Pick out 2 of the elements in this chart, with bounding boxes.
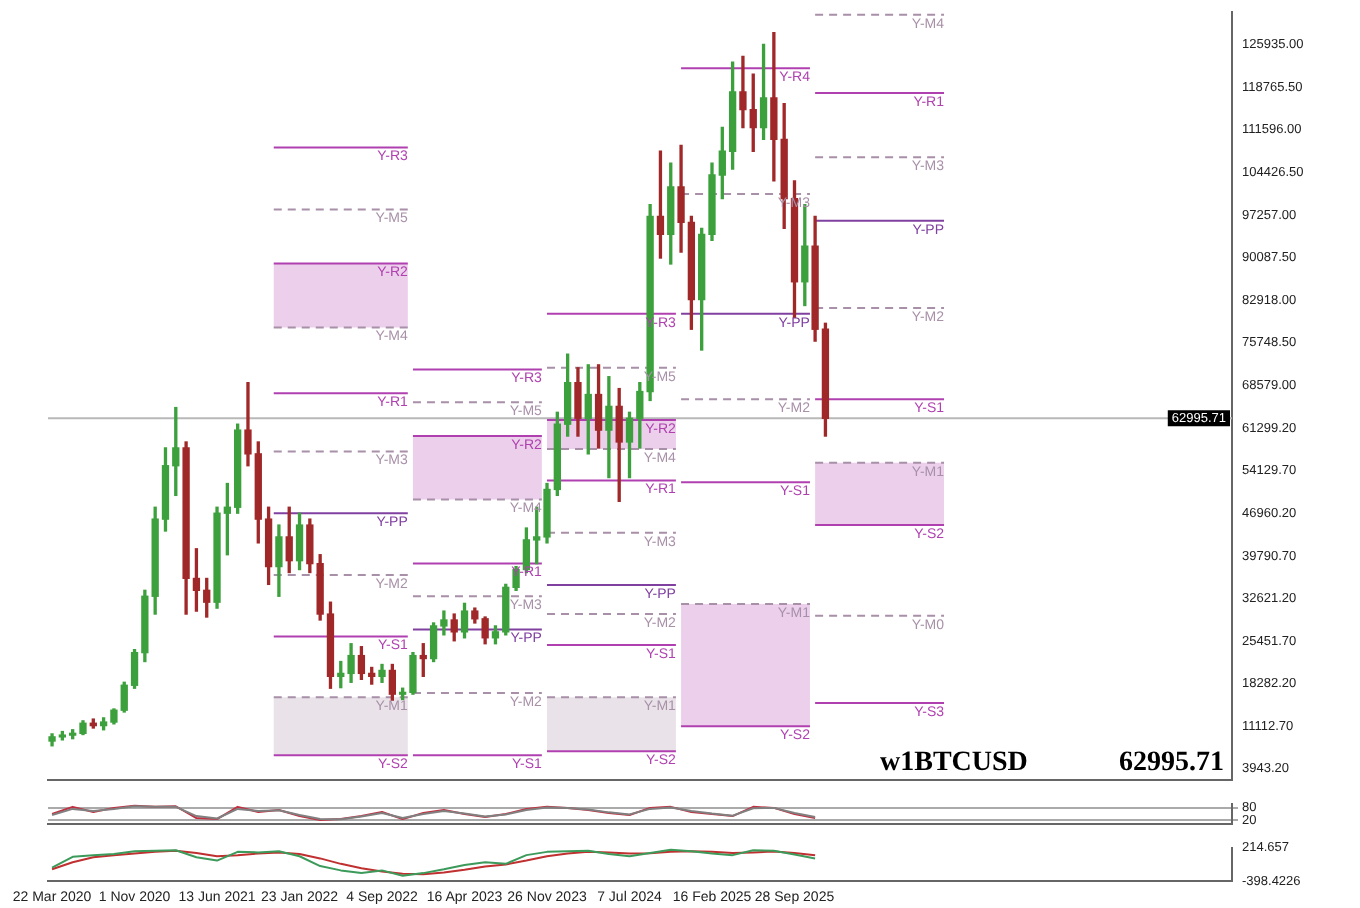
annotation: w1BTCUSD [880,748,1028,780]
annotation: 62995.71 [1119,748,1224,780]
